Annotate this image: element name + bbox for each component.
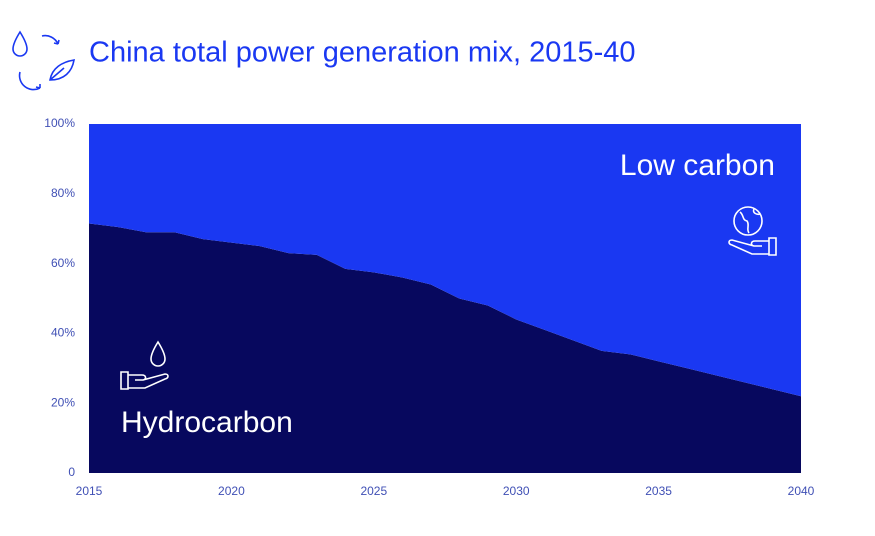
x-tick-label: 2040 [788, 484, 815, 498]
area [89, 223, 801, 473]
y-tick-label: 0 [68, 465, 75, 479]
title-icon [12, 30, 75, 91]
chart-title: China total power generation mix, 2015-4… [89, 37, 636, 69]
annotations: Hydrocarbon Low carbon [121, 149, 775, 439]
x-tick-label: 2020 [218, 484, 245, 498]
y-tick-label: 60% [51, 256, 75, 270]
y-tick-label: 80% [51, 186, 75, 200]
y-tick-label: 100% [44, 116, 75, 130]
x-tick-label: 2030 [503, 484, 530, 498]
area [89, 124, 801, 397]
x-tick-label: 2015 [76, 484, 103, 498]
x-tick-label: 2035 [645, 484, 672, 498]
series-label: Hydrocarbon [121, 406, 293, 439]
series-label: Low carbon [620, 149, 775, 182]
y-tick-label: 40% [51, 326, 75, 340]
plot [89, 124, 801, 473]
y-tick-label: 20% [51, 395, 75, 409]
x-tick-label: 2025 [360, 484, 387, 498]
